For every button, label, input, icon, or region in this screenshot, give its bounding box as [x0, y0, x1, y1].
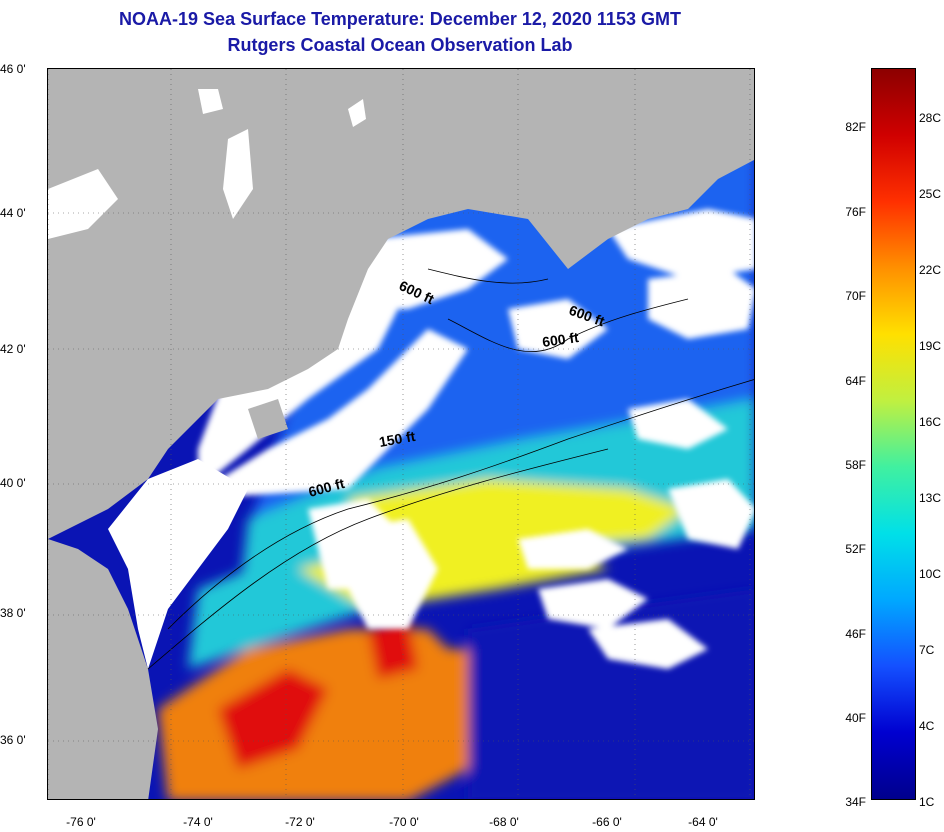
colorbar-label-c: 22C [919, 263, 942, 277]
coastal-cloud [108, 459, 248, 669]
colorbar-label-f: 64F [845, 374, 866, 388]
lat-label-38: 38 0' [0, 606, 26, 620]
map-title: NOAA-19 Sea Surface Temperature: Decembe… [119, 9, 681, 29]
lon-label-72: -72 0' [285, 815, 315, 829]
colorbar-label-c: 4C [919, 719, 935, 733]
colorbar-label-c: 10C [919, 567, 942, 581]
colorbar-label-c: 19C [919, 339, 942, 353]
lon-label-76: -76 0' [66, 815, 96, 829]
map-subtitle: Rutgers Coastal Ocean Observation Lab [227, 35, 573, 55]
depth-contours [147, 268, 754, 670]
sst-map: 600 ft 600 ft 600 ft 150 ft 600 ft [47, 68, 755, 800]
lat-label-42: 42 0' [0, 342, 26, 356]
lon-label-74: -74 0' [183, 815, 213, 829]
lat-label-44: 44 0' [0, 206, 26, 220]
lon-label-66: -66 0' [592, 815, 622, 829]
colorbar-label-f: 58F [845, 458, 866, 472]
colorbar-label-c: 25C [919, 187, 942, 201]
colorbar-label-c: 7C [919, 643, 935, 657]
colorbar-label-c: 13C [919, 491, 942, 505]
colorbar-label-c: 1C [919, 795, 935, 809]
sst-map-canvas: 600 ft 600 ft 600 ft 150 ft 600 ft [48, 69, 754, 799]
colorbar-label-f: 40F [845, 711, 866, 725]
contour-label-150ft: 150 ft [378, 428, 417, 450]
lat-label-46: 46 0' [0, 62, 26, 76]
lat-label-40: 40 0' [0, 476, 26, 490]
lon-label-68: -68 0' [489, 815, 519, 829]
temperature-colorbar [871, 68, 916, 800]
lakes [48, 89, 366, 239]
lat-label-36: 36 0' [0, 733, 26, 747]
colorbar-label-f: 70F [845, 289, 866, 303]
lon-label-70: -70 0' [389, 815, 419, 829]
lon-label-64: -64 0' [688, 815, 718, 829]
colorbar-label-f: 82F [845, 120, 866, 134]
colorbar-label-f: 52F [845, 542, 866, 556]
graticule [48, 69, 754, 799]
colorbar-label-c: 16C [919, 415, 942, 429]
colorbar-label-f: 34F [845, 795, 866, 809]
contour-label-600ft-georges: 600 ft [541, 329, 580, 350]
colorbar-label-c: 28C [919, 111, 942, 125]
colorbar-label-f: 76F [845, 205, 866, 219]
colorbar-label-f: 46F [845, 627, 866, 641]
